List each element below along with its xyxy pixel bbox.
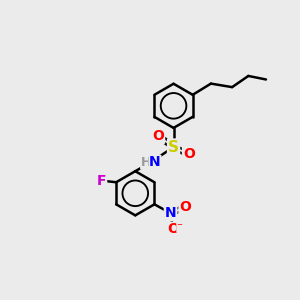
Text: ⁻: ⁻ bbox=[176, 222, 182, 232]
Text: O: O bbox=[152, 129, 164, 143]
Text: N: N bbox=[149, 155, 161, 170]
Text: S: S bbox=[168, 140, 179, 154]
Text: O: O bbox=[167, 222, 179, 236]
Text: H: H bbox=[141, 156, 151, 169]
Text: O: O bbox=[183, 147, 195, 161]
Text: N: N bbox=[165, 206, 176, 220]
Text: O: O bbox=[179, 200, 191, 214]
Text: F: F bbox=[97, 174, 106, 188]
